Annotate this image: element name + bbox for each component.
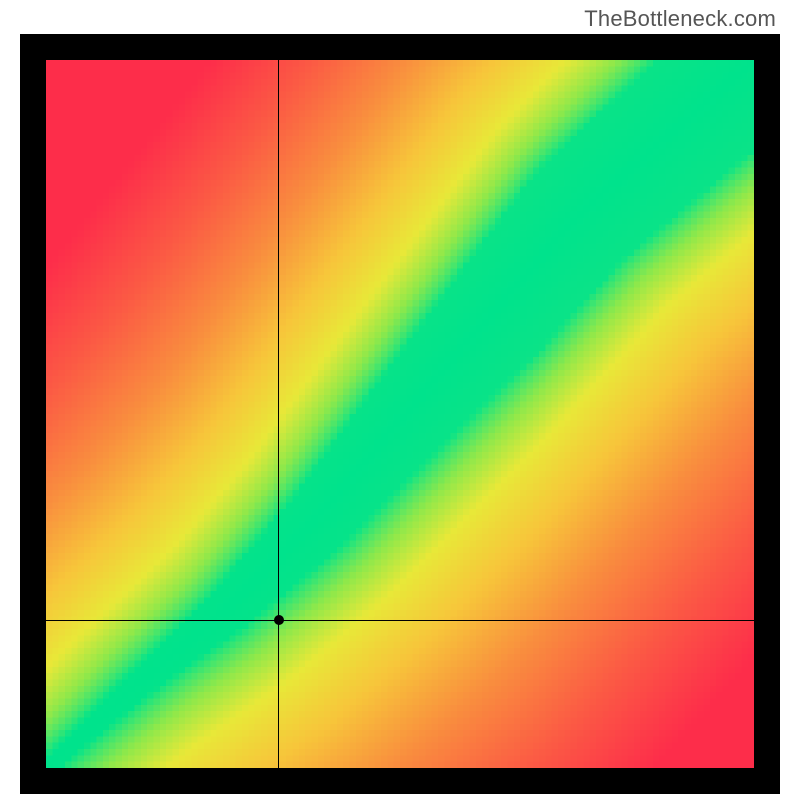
watermark-text: TheBottleneck.com bbox=[584, 6, 776, 32]
crosshair-horizontal bbox=[46, 620, 754, 621]
chart-frame: TheBottleneck.com bbox=[0, 0, 800, 800]
crosshair-marker bbox=[274, 615, 284, 625]
crosshair-vertical bbox=[278, 60, 279, 768]
bottleneck-heatmap bbox=[46, 60, 754, 768]
